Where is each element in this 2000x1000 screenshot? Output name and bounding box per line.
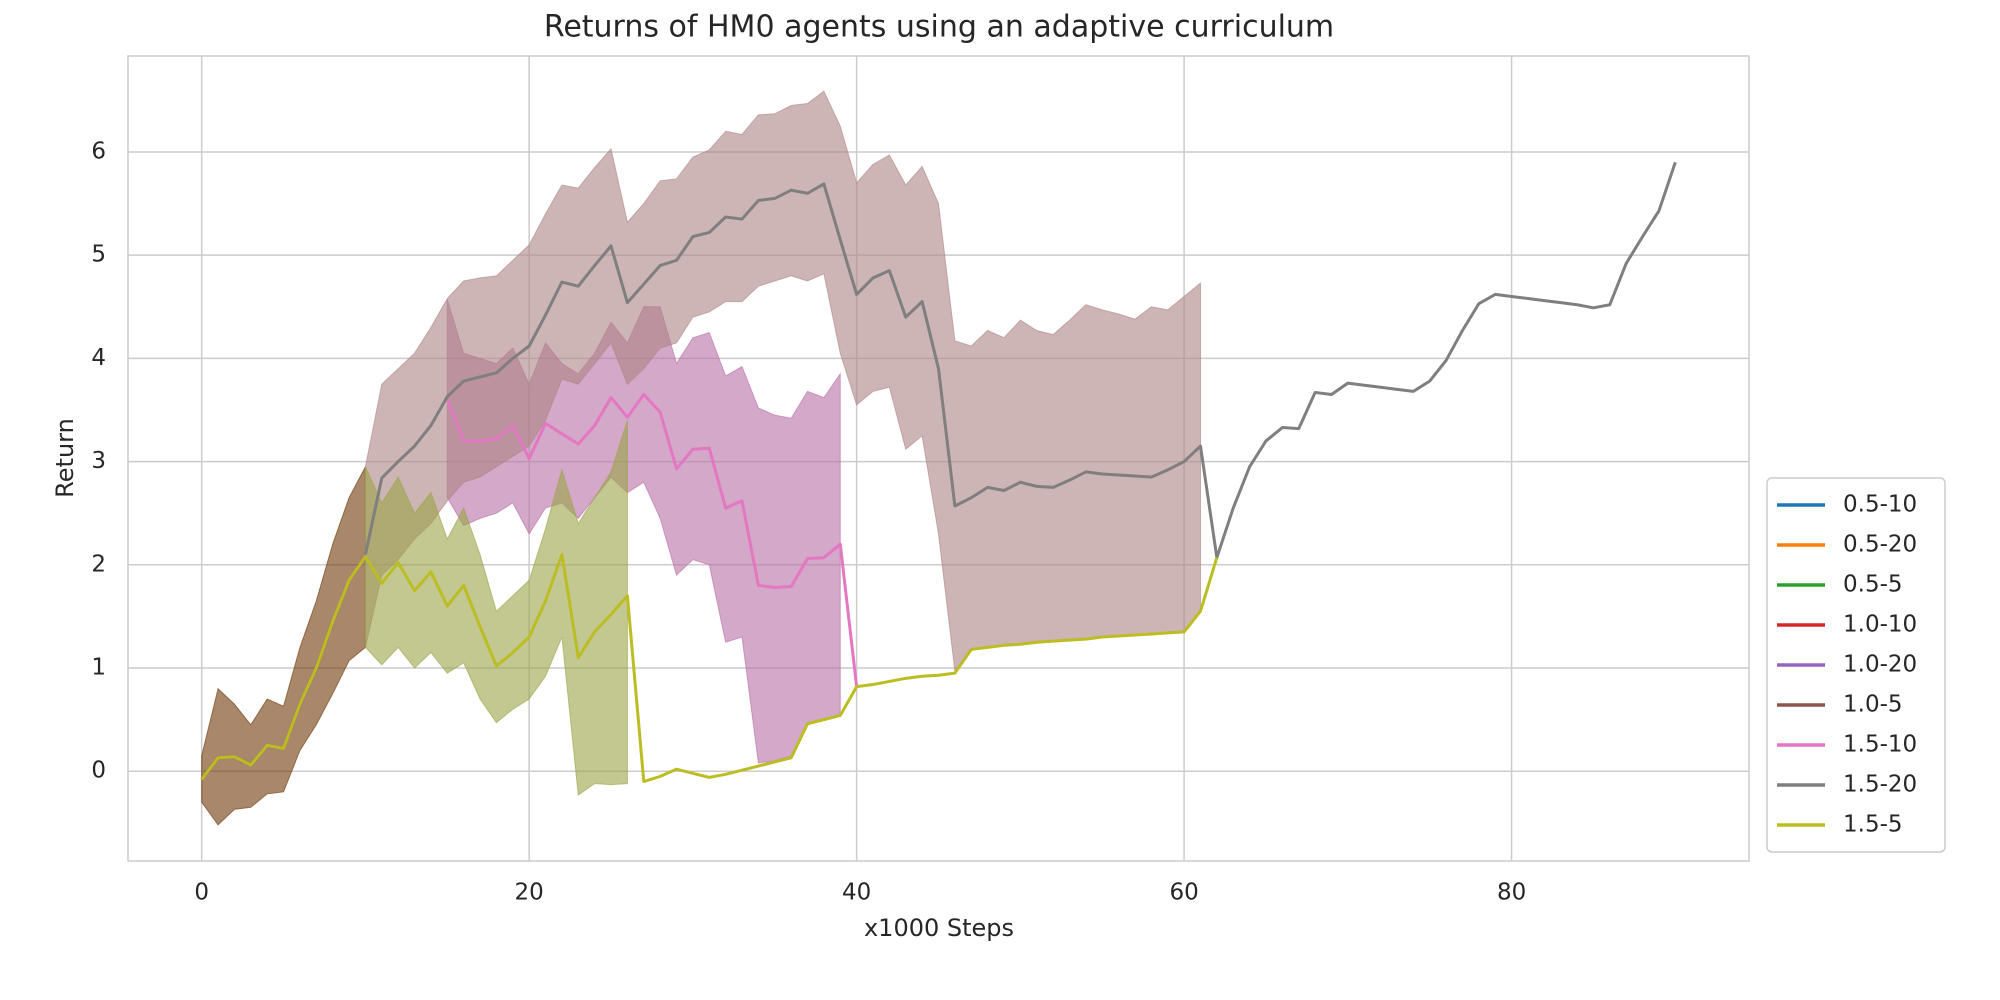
legend-label: 0.5-20 <box>1843 532 1917 558</box>
legend-box <box>1766 477 1946 853</box>
y-tick-label: 1 <box>91 655 106 681</box>
series-line <box>200 552 1219 784</box>
legend-label: 0.5-5 <box>1843 572 1903 598</box>
legend-label: 1.5-20 <box>1843 772 1917 798</box>
x-tick-label: 0 <box>194 880 209 906</box>
x-tick-label: 20 <box>515 880 544 906</box>
legend-label: 1.5-5 <box>1843 812 1903 838</box>
plot-frame <box>127 55 1750 862</box>
x-tick-label: 80 <box>1497 880 1526 906</box>
legend-label: 0.5-10 <box>1843 492 1917 518</box>
y-tick-label: 5 <box>91 242 106 268</box>
y-axis-label: Return <box>51 418 79 498</box>
y-tick-label: 0 <box>91 758 106 784</box>
y-tick-label: 2 <box>91 551 106 577</box>
y-tick-label: 6 <box>91 138 106 164</box>
legend-label: 1.5-10 <box>1843 732 1917 758</box>
std-band <box>364 420 628 796</box>
x-axis-label: x1000 Steps <box>864 914 1014 942</box>
legend-label: 1.0-20 <box>1843 652 1917 678</box>
x-tick-label: 40 <box>842 880 871 906</box>
y-tick-label: 3 <box>91 448 106 474</box>
series-line <box>445 393 859 687</box>
series-line <box>363 161 1677 560</box>
x-tick-label: 60 <box>1169 880 1198 906</box>
chart-title: Returns of HM0 agents using an adaptive … <box>544 10 1334 45</box>
legend-label: 1.0-10 <box>1843 612 1917 638</box>
legend-label: 1.0-5 <box>1843 692 1903 718</box>
y-tick-label: 4 <box>91 345 106 371</box>
